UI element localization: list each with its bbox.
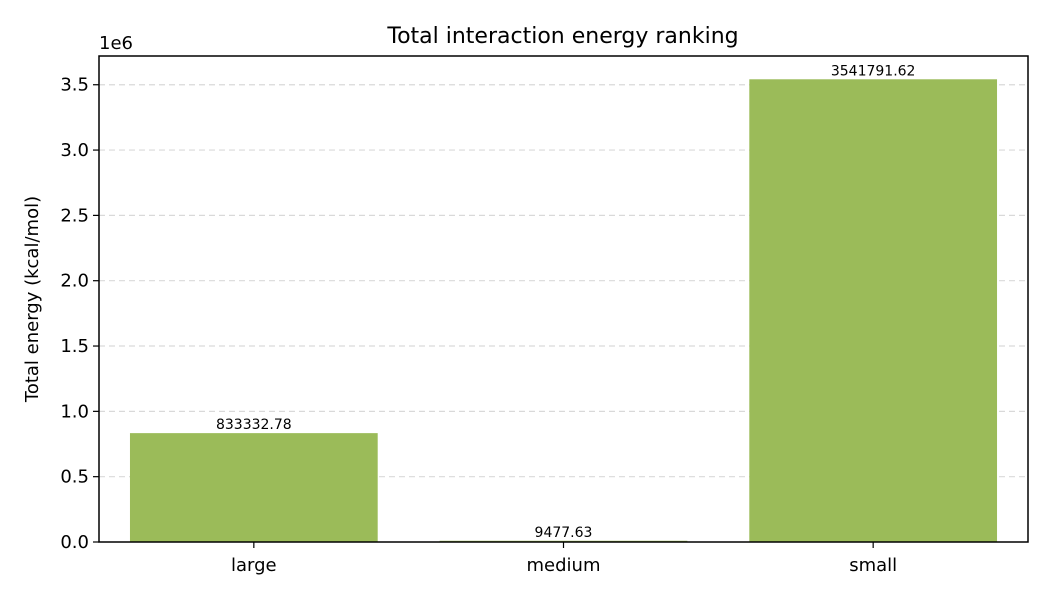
- plot-frame: [98, 55, 1029, 543]
- x-tick-label: medium: [527, 555, 601, 576]
- y-tick-label: 2.0: [60, 271, 89, 292]
- bar-value-label: 9477.63: [535, 525, 593, 541]
- bar-value-label: 3541791.62: [831, 63, 916, 79]
- y-axis-label: Total energy (kcal/mol): [22, 196, 43, 403]
- chart-title: Total interaction energy ranking: [386, 24, 738, 49]
- y-tick-label: 3.0: [60, 140, 89, 161]
- y-tick-label: 1.0: [60, 401, 89, 422]
- grid-lines: [99, 84, 1028, 478]
- y-axis-ticks: 0.0 0.5 1.0 1.5 2.0 2.5 3.0 3.5: [60, 75, 99, 553]
- y-tick-label: 3.5: [60, 75, 89, 96]
- y-tick-label: 2.5: [60, 205, 89, 226]
- bars: [129, 79, 998, 543]
- bar-large: [129, 433, 378, 542]
- bar-value-label: 833332.78: [216, 417, 292, 433]
- y-tick-label: 0.5: [60, 467, 89, 488]
- x-tick-label: large: [231, 555, 277, 576]
- bar-value-labels: 833332.78 9477.63 3541791.62: [216, 63, 916, 540]
- x-axis-ticks: large medium small: [231, 542, 897, 576]
- y-tick-label: 0.0: [60, 532, 89, 553]
- y-axis-offset-label: 1e6: [99, 33, 133, 54]
- bar-small: [749, 79, 998, 543]
- y-tick-label: 1.5: [60, 336, 89, 357]
- x-tick-label: small: [849, 555, 897, 576]
